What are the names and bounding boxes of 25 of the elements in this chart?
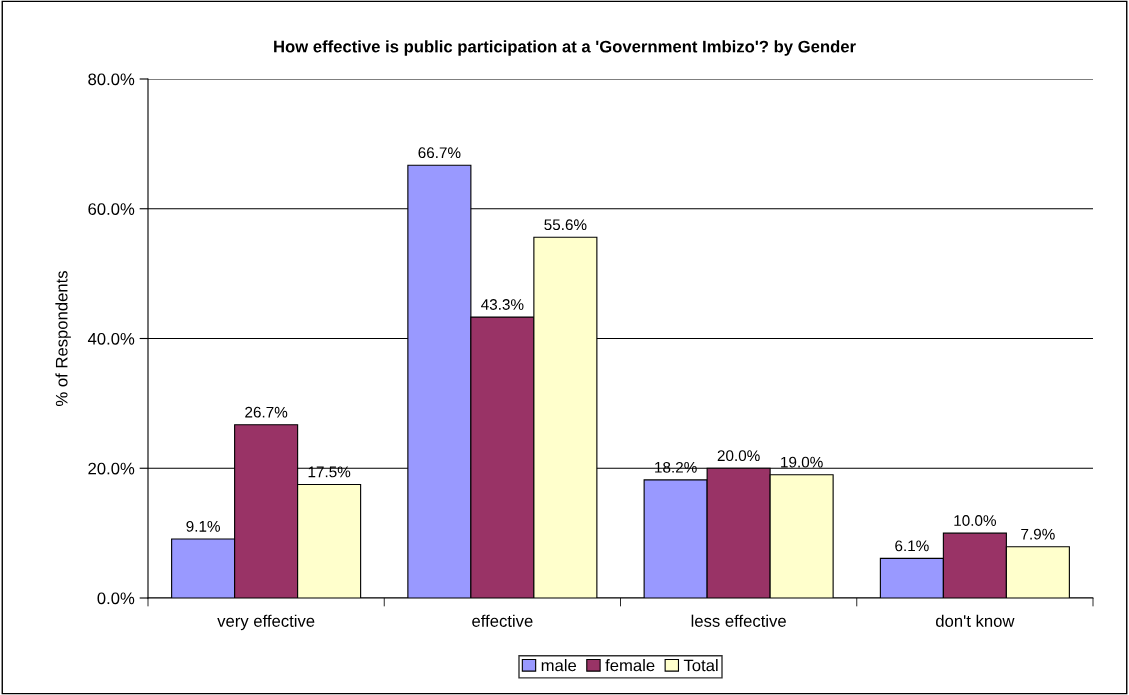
x-tick-label: effective bbox=[472, 614, 533, 627]
y-tick-label: 0.0% bbox=[97, 592, 135, 605]
data-label: 6.1% bbox=[895, 540, 929, 552]
data-label: 19.0% bbox=[781, 456, 823, 468]
chart-title: How effective is public participation at a 'Government Imbizo'? by Gender bbox=[274, 40, 856, 56]
data-label: 20.0% bbox=[717, 450, 760, 462]
y-tick-label: 60.0% bbox=[88, 203, 135, 215]
data-label: 17.5% bbox=[308, 466, 351, 478]
data-label: 26.7% bbox=[245, 406, 288, 418]
data-label: 7.9% bbox=[1021, 528, 1055, 540]
legend-label: male bbox=[541, 659, 577, 672]
data-label: 43.3% bbox=[481, 299, 524, 310]
data-label: 66.7% bbox=[418, 147, 461, 159]
data-label: 10.0% bbox=[954, 515, 996, 526]
y-tick-label: 20.0% bbox=[88, 462, 135, 475]
y-tick-label: 40.0% bbox=[87, 332, 135, 345]
x-tick-label: less effective bbox=[691, 614, 786, 627]
x-tick-label: very effective bbox=[217, 614, 315, 631]
legend-label: female bbox=[605, 659, 655, 672]
x-tick-label: don't know bbox=[936, 614, 1015, 627]
y-tick-label: 80.0% bbox=[88, 73, 135, 86]
y-axis-title: % of Respondents bbox=[55, 271, 71, 406]
legend-label: Total bbox=[683, 659, 718, 672]
data-label: 55.6% bbox=[544, 219, 587, 231]
data-label: 9.1% bbox=[186, 520, 220, 532]
